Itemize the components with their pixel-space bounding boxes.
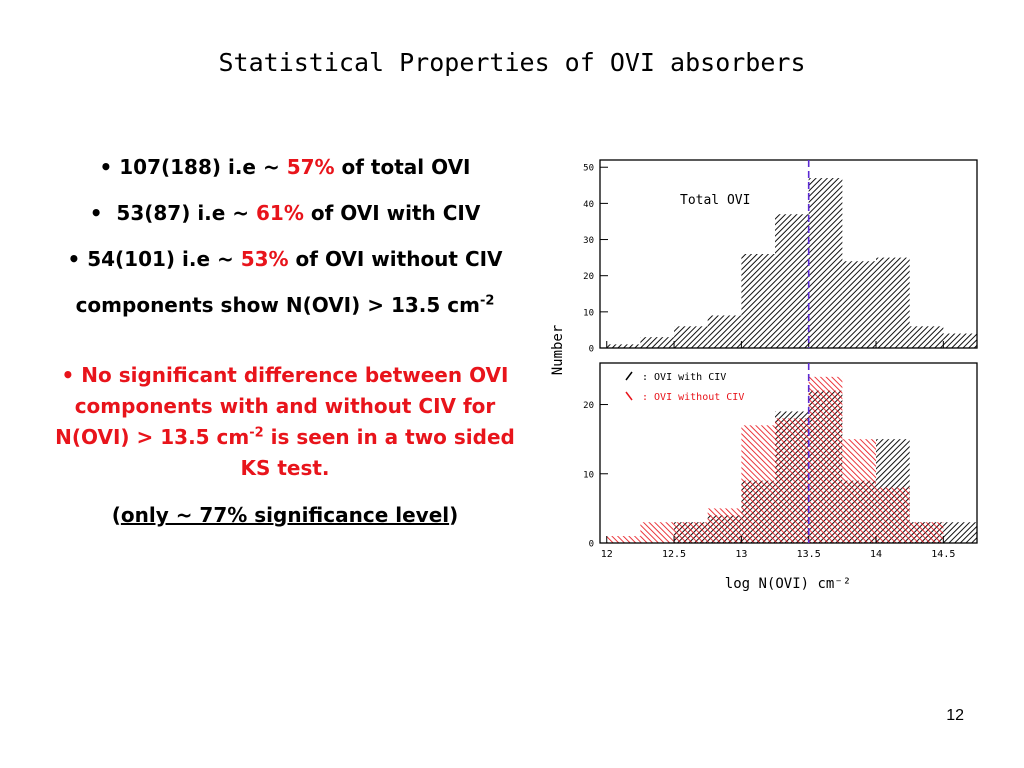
significance-note: (only ~ 77% significance level) (111, 503, 459, 527)
page-number: 12 (946, 707, 964, 724)
bottom-bar-b-3 (707, 508, 742, 543)
bottom-ytick-label-10: 10 (583, 470, 594, 480)
top-ytick-label-10: 10 (583, 308, 594, 318)
top-bar-a-3 (707, 315, 742, 348)
pct-without-civ: 53% (240, 247, 289, 271)
total-ovi-annotation: Total OVI (680, 193, 750, 208)
components-statement: components show N(OVI) > 13.5 cm-2 (75, 293, 495, 317)
top-ytick-label-20: 20 (583, 272, 594, 282)
top-bar-a-9 (909, 326, 944, 348)
top-plot-frame (599, 159, 978, 349)
ks-test-statement: • No significant difference between OVI … (55, 363, 515, 480)
top-ytick-label-50: 50 (583, 164, 594, 174)
legend-swatch-0 (625, 371, 633, 381)
top-bar-a-10 (943, 333, 977, 348)
bottom-bar-a-10 (943, 522, 977, 543)
bottom-ytick-label-20: 20 (583, 401, 594, 411)
top-bar-a-7 (842, 261, 877, 348)
pct-total: 57% (286, 155, 335, 179)
legend-swatch-1 (625, 391, 633, 401)
xtick-label-14.5: 14.5 (931, 549, 955, 560)
xtick-label-13.5: 13.5 (797, 549, 821, 560)
top-bar-a-0 (606, 344, 641, 348)
bottom-bar-b-5 (775, 418, 809, 543)
top-bar-a-8 (876, 257, 910, 348)
top-ytick-label-30: 30 (583, 236, 594, 246)
bottom-bar-b-1 (640, 522, 675, 543)
top-ytick-label-0: 0 (589, 345, 594, 355)
bottom-plot-frame (599, 362, 978, 544)
bullet-total-ovi: • 107(188) i.e ~ 57% of total OVI (99, 155, 471, 179)
slide-title: Statistical Properties of OVI absorbers (218, 48, 806, 77)
top-bar-a-5 (775, 214, 809, 348)
bullet-ovi-without-civ: • 54(101) i.e ~ 53% of OVI without CIV (67, 247, 503, 271)
pct-with-civ: 61% (256, 201, 304, 225)
bottom-ytick-label-0: 0 (589, 540, 594, 550)
bottom-bar-b-7 (842, 439, 877, 543)
top-ytick-label-40: 40 (583, 200, 594, 210)
xtick-label-12.5: 12.5 (662, 549, 686, 560)
x-axis-label: log N(OVI) cm⁻² (725, 576, 851, 592)
top-bar-a-1 (640, 337, 675, 348)
bottom-bar-b-9 (909, 522, 944, 543)
ovi-histogram-figure: 0 10 20 30 40 50 Total OVI 0 10 20 : OVI with CIV:… (550, 159, 978, 592)
legend-label-1: : OVI without CIV (642, 392, 744, 403)
bullet-ovi-with-civ: • 53(87) i.e ~ 61% of OVI with CIV (89, 201, 481, 225)
top-bar-a-2 (674, 326, 708, 348)
top-bar-a-4 (741, 254, 776, 348)
bottom-bar-b-2 (674, 522, 708, 543)
text-column: • 107(188) i.e ~ 57% of total OVI • 53(8… (40, 152, 530, 546)
xtick-label-12: 12 (601, 549, 613, 560)
xtick-label-13: 13 (735, 549, 747, 560)
top-bar-a-6 (808, 178, 843, 348)
bottom-bar-b-8 (876, 487, 910, 543)
bottom-bar-b-4 (741, 425, 776, 543)
xtick-label-14: 14 (870, 549, 882, 560)
y-axis-label: Number (550, 325, 566, 376)
bottom-bar-b-6 (808, 376, 843, 543)
bottom-bar-b-0 (606, 536, 641, 543)
legend-label-0: : OVI with CIV (642, 372, 726, 383)
